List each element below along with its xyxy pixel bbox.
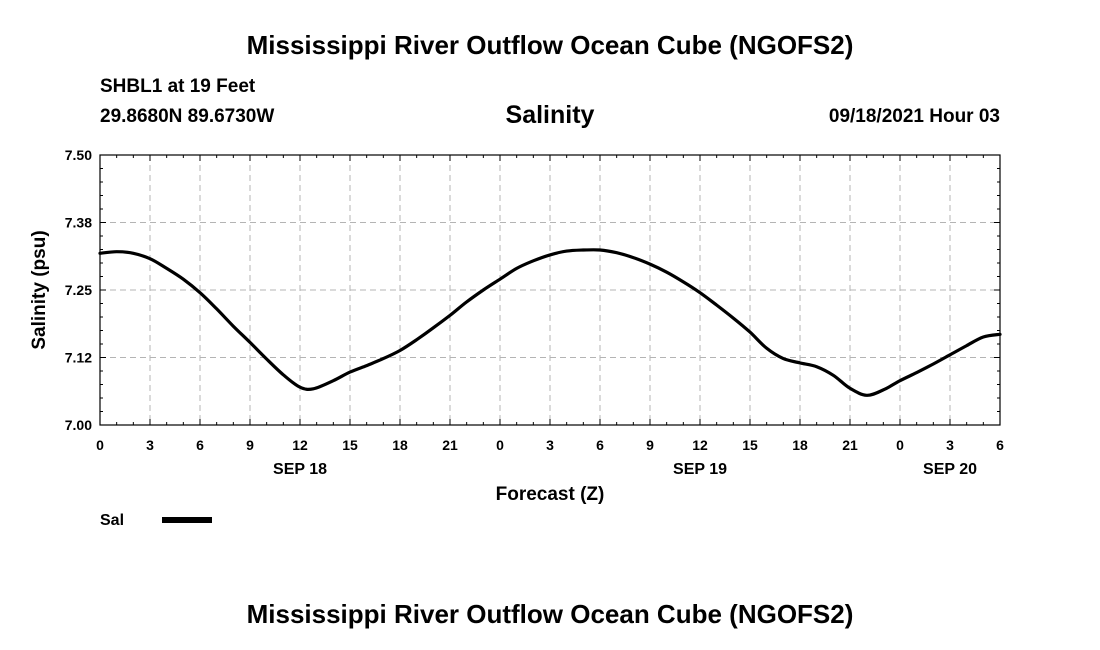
date-label: SEP 20 bbox=[923, 461, 977, 478]
x-tick-label: 18 bbox=[792, 437, 808, 453]
date-label: SEP 18 bbox=[273, 461, 327, 478]
y-tick-label: 7.12 bbox=[65, 350, 92, 366]
x-tick-label: 12 bbox=[292, 437, 308, 453]
y-tick-label: 7.38 bbox=[65, 215, 92, 231]
salinity-series-line bbox=[98, 248, 1002, 397]
page-title: Mississippi River Outflow Ocean Cube (NG… bbox=[246, 30, 854, 60]
x-tick-label: 6 bbox=[596, 437, 604, 453]
y-tick-label: 7.00 bbox=[65, 417, 92, 433]
date-labels: SEP 18 SEP 19 SEP 20 bbox=[273, 461, 977, 478]
chart-variable-title: Salinity bbox=[505, 101, 595, 129]
x-tick-label: 15 bbox=[342, 437, 358, 453]
x-tick-label: 0 bbox=[896, 437, 904, 453]
station-coords: 29.8680N 89.6730W bbox=[100, 106, 275, 127]
footer-title: Mississippi River Outflow Ocean Cube (NG… bbox=[246, 599, 854, 629]
x-tick-label: 3 bbox=[946, 437, 954, 453]
chart-grid bbox=[100, 155, 1000, 425]
legend-label: Sal bbox=[100, 512, 124, 529]
x-tick-label: 6 bbox=[196, 437, 204, 453]
x-tick-labels: 0 3 6 9 12 15 18 21 0 3 6 9 12 15 18 21 0 3 6 bbox=[96, 437, 1004, 453]
x-tick-label: 3 bbox=[146, 437, 154, 453]
x-tick-label: 15 bbox=[742, 437, 758, 453]
forecast-datetime: 09/18/2021 Hour 03 bbox=[828, 106, 1000, 127]
x-tick-label: 18 bbox=[392, 437, 408, 453]
y-tick-label: 7.25 bbox=[65, 282, 92, 298]
station-label: SHBL1 at 19 Feet bbox=[100, 76, 256, 97]
x-tick-label: 6 bbox=[996, 437, 1004, 453]
axis-ticks bbox=[99, 154, 1001, 426]
x-tick-label: 0 bbox=[96, 437, 104, 453]
date-label: SEP 19 bbox=[673, 461, 727, 478]
x-tick-label: 0 bbox=[496, 437, 504, 453]
x-tick-label: 9 bbox=[646, 437, 654, 453]
y-tick-labels: 7.00 7.12 7.25 7.38 7.50 bbox=[65, 147, 92, 433]
x-tick-label: 21 bbox=[842, 437, 858, 453]
x-tick-label: 9 bbox=[246, 437, 254, 453]
salinity-chart: 0 3 6 9 12 15 18 21 0 3 6 9 12 15 18 21 0 3 6 7.00 7.12 7.25… bbox=[29, 147, 1004, 529]
x-tick-label: 21 bbox=[442, 437, 458, 453]
x-tick-label: 12 bbox=[692, 437, 708, 453]
y-tick-label: 7.50 bbox=[65, 147, 92, 163]
x-tick-label: 3 bbox=[546, 437, 554, 453]
y-axis-label: Salinity (psu) bbox=[29, 230, 50, 349]
x-axis-label: Forecast (Z) bbox=[496, 484, 605, 505]
